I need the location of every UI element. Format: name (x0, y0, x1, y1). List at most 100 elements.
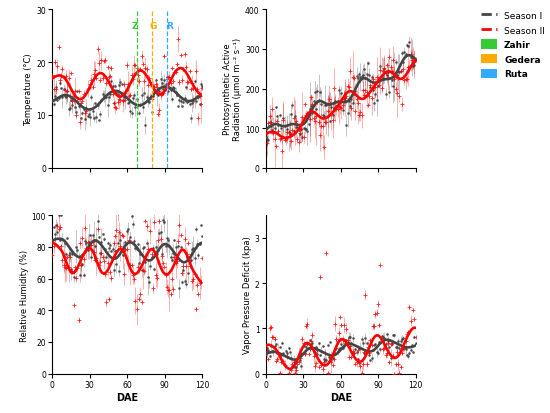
Point (402, 76, 410, 83)
Point (102, 299, 111, 306)
Point (359, 361, 367, 368)
Point (318, 366, 327, 373)
Point (161, 272, 170, 279)
Point (162, 74, 171, 81)
Point (87, 242, 96, 249)
Point (150, 219, 158, 225)
Point (347, 340, 356, 347)
Point (164, 88, 173, 95)
Point (139, 104, 147, 111)
Point (323, 109, 332, 115)
Point (103, 260, 112, 267)
Point (327, 357, 336, 364)
Point (311, 349, 320, 355)
Point (277, 352, 285, 359)
Point (170, 69, 179, 76)
Point (112, 228, 121, 234)
Point (284, 129, 293, 136)
Point (393, 91, 402, 97)
Point (195, 241, 204, 248)
Point (73, 88, 82, 95)
Point (382, 349, 391, 356)
Point (316, 274, 324, 280)
Point (78, 235, 87, 241)
Point (62, 265, 70, 271)
Point (180, 52, 189, 58)
Point (285, 373, 294, 379)
Point (177, 244, 185, 250)
Point (153, 247, 162, 254)
Point (148, 245, 157, 252)
Point (192, 241, 201, 247)
Point (108, 255, 117, 262)
Point (298, 114, 307, 121)
Point (162, 76, 171, 83)
Point (351, 108, 360, 115)
Point (267, 124, 276, 131)
Point (264, 120, 273, 127)
Point (122, 87, 131, 94)
Point (276, 113, 284, 119)
Point (362, 72, 371, 78)
Point (83, 86, 92, 93)
Point (372, 310, 381, 316)
Point (60, 240, 69, 246)
Point (141, 259, 150, 266)
Point (315, 340, 323, 347)
Point (375, 339, 383, 346)
Point (348, 74, 357, 81)
Point (276, 137, 284, 143)
Point (191, 69, 200, 75)
Point (100, 259, 108, 265)
Point (72, 275, 81, 281)
Point (399, 67, 408, 74)
Point (300, 127, 309, 133)
Point (389, 58, 398, 64)
Point (289, 359, 298, 366)
Point (299, 339, 308, 346)
Point (82, 106, 91, 112)
Point (86, 242, 95, 248)
Point (336, 345, 344, 351)
Point (148, 94, 157, 101)
Point (182, 281, 190, 288)
Point (54, 96, 63, 102)
Point (341, 90, 350, 97)
Point (313, 351, 322, 358)
Point (395, 345, 404, 351)
Point (127, 262, 136, 268)
Point (368, 323, 377, 330)
Point (278, 339, 287, 346)
Point (284, 345, 293, 351)
Point (70, 267, 79, 273)
Point (277, 359, 285, 366)
Point (73, 99, 82, 105)
Point (403, 76, 411, 83)
Point (64, 106, 73, 113)
Point (273, 350, 282, 356)
Point (117, 82, 126, 88)
Point (63, 88, 72, 95)
Point (112, 89, 121, 96)
Point (311, 362, 320, 369)
Point (312, 107, 321, 114)
Point (171, 244, 180, 251)
Point (188, 278, 196, 285)
Point (280, 123, 289, 130)
Point (111, 249, 120, 255)
Point (324, 354, 333, 360)
Point (51, 232, 59, 238)
Point (178, 279, 186, 286)
Point (381, 91, 390, 98)
Point (142, 240, 151, 247)
Point (194, 95, 203, 101)
Point (270, 125, 279, 132)
Legend: Season I, Season II, Zahir, Gedera, Ruta: Season I, Season II, Zahir, Gedera, Ruta (481, 11, 545, 79)
Point (49, 87, 58, 93)
Point (386, 64, 395, 71)
Point (173, 93, 182, 100)
Point (360, 93, 368, 100)
Point (159, 217, 168, 223)
Point (336, 314, 344, 320)
Point (312, 114, 321, 120)
